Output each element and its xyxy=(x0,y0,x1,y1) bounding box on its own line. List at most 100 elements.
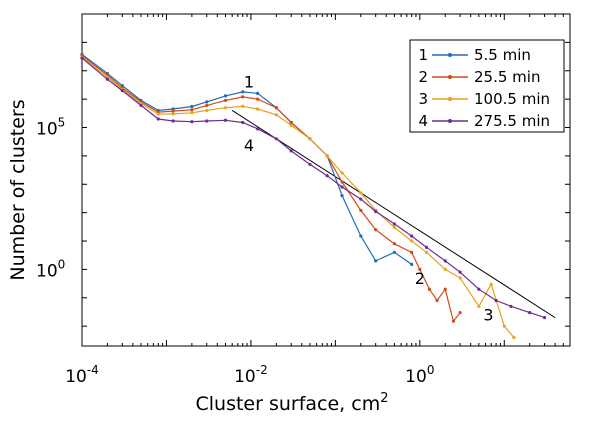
curve-label: 3 xyxy=(483,305,493,324)
data-point xyxy=(105,75,110,79)
y-tick-label: 105 xyxy=(36,116,65,140)
data-point xyxy=(424,250,429,254)
data-point xyxy=(477,304,481,308)
data-point xyxy=(392,222,397,226)
legend-label: 275.5 min xyxy=(474,112,550,130)
data-point xyxy=(410,234,414,238)
curve-label: 1 xyxy=(244,72,254,91)
data-point xyxy=(392,242,397,246)
y-tick-labels: 100 105 xyxy=(36,116,65,282)
data-point xyxy=(528,311,532,315)
data-point xyxy=(410,239,414,243)
data-point xyxy=(374,228,378,232)
data-point xyxy=(289,149,293,153)
legend-number: 3 xyxy=(418,90,428,108)
legend-label: 25.5 min xyxy=(474,68,540,86)
data-point xyxy=(223,94,228,98)
data-point xyxy=(308,137,312,141)
data-point xyxy=(494,298,498,303)
data-point xyxy=(171,109,175,113)
data-point xyxy=(502,324,506,328)
data-point xyxy=(223,98,228,103)
data-point xyxy=(359,191,363,195)
data-point xyxy=(205,103,209,108)
data-point xyxy=(340,185,344,189)
data-point xyxy=(489,282,493,286)
data-point xyxy=(156,112,160,116)
data-point xyxy=(458,270,462,274)
data-point xyxy=(325,154,329,158)
data-point xyxy=(241,90,245,94)
data-point xyxy=(451,319,456,323)
power-law-fit-line xyxy=(231,110,556,319)
data-point xyxy=(274,106,278,110)
data-point xyxy=(190,120,194,124)
curve-number-labels: 1 2 3 4 xyxy=(244,72,494,324)
y-tick-label: 100 xyxy=(36,257,65,281)
legend-marker xyxy=(448,119,452,123)
legend-marker xyxy=(448,53,452,57)
legend-label: 5.5 min xyxy=(474,46,531,64)
data-point xyxy=(435,298,439,303)
x-tick-label: 100 xyxy=(405,363,434,387)
data-point xyxy=(190,104,194,109)
legend: 1 5.5 min 2 25.5 min 3 100.5 min 4 275.5 min xyxy=(409,39,565,133)
data-point xyxy=(289,120,293,125)
data-point xyxy=(443,287,447,291)
series-line xyxy=(81,55,461,323)
data-point xyxy=(274,137,278,141)
data-point xyxy=(80,56,84,60)
data-point xyxy=(205,119,209,123)
x-axis-title-text: Cluster surface, cm xyxy=(195,393,380,415)
data-point xyxy=(223,106,228,110)
x-tick-label: 10-2 xyxy=(234,363,268,387)
legend-marker xyxy=(448,75,452,79)
legend-number: 1 xyxy=(418,46,428,64)
legend-number: 4 xyxy=(418,112,428,130)
data-point xyxy=(156,117,160,121)
data-point xyxy=(241,120,245,125)
x-tick-labels: 10-4 10-2 100 xyxy=(65,363,434,387)
data-point xyxy=(374,259,378,263)
data-point xyxy=(255,97,260,101)
data-point xyxy=(477,287,481,291)
data-point xyxy=(241,95,245,99)
data-point xyxy=(289,123,293,127)
data-point xyxy=(542,316,547,320)
y-axis-title: Number of clusters xyxy=(7,99,29,280)
data-series xyxy=(80,52,547,340)
data-point xyxy=(340,171,344,175)
x-axis-title-superscript: 2 xyxy=(380,391,388,406)
data-point xyxy=(359,197,363,201)
x-tick-label: 10-4 xyxy=(65,363,99,387)
data-point xyxy=(255,127,260,131)
legend-label: 100.5 min xyxy=(474,90,550,108)
data-point xyxy=(410,262,414,267)
data-point xyxy=(308,162,312,167)
series-2 xyxy=(80,54,462,323)
data-point xyxy=(424,245,429,249)
data-point xyxy=(241,104,245,108)
data-point xyxy=(205,108,209,113)
data-point xyxy=(255,91,260,95)
series-line xyxy=(81,53,412,265)
data-point xyxy=(190,108,194,112)
data-point xyxy=(190,111,194,115)
legend-marker xyxy=(448,97,452,101)
data-point xyxy=(359,208,363,213)
data-point xyxy=(410,250,414,254)
data-point xyxy=(340,193,344,198)
data-point xyxy=(443,267,447,272)
x-axis-title: Cluster surface, cm2 xyxy=(195,391,388,415)
data-point xyxy=(325,174,329,178)
data-point xyxy=(223,118,228,122)
data-point xyxy=(392,250,397,254)
data-point xyxy=(458,276,462,280)
data-point xyxy=(105,77,110,81)
data-point xyxy=(171,119,175,123)
data-point xyxy=(120,88,124,93)
legend-number: 2 xyxy=(418,68,428,86)
data-point xyxy=(359,234,363,238)
data-point xyxy=(340,180,344,184)
